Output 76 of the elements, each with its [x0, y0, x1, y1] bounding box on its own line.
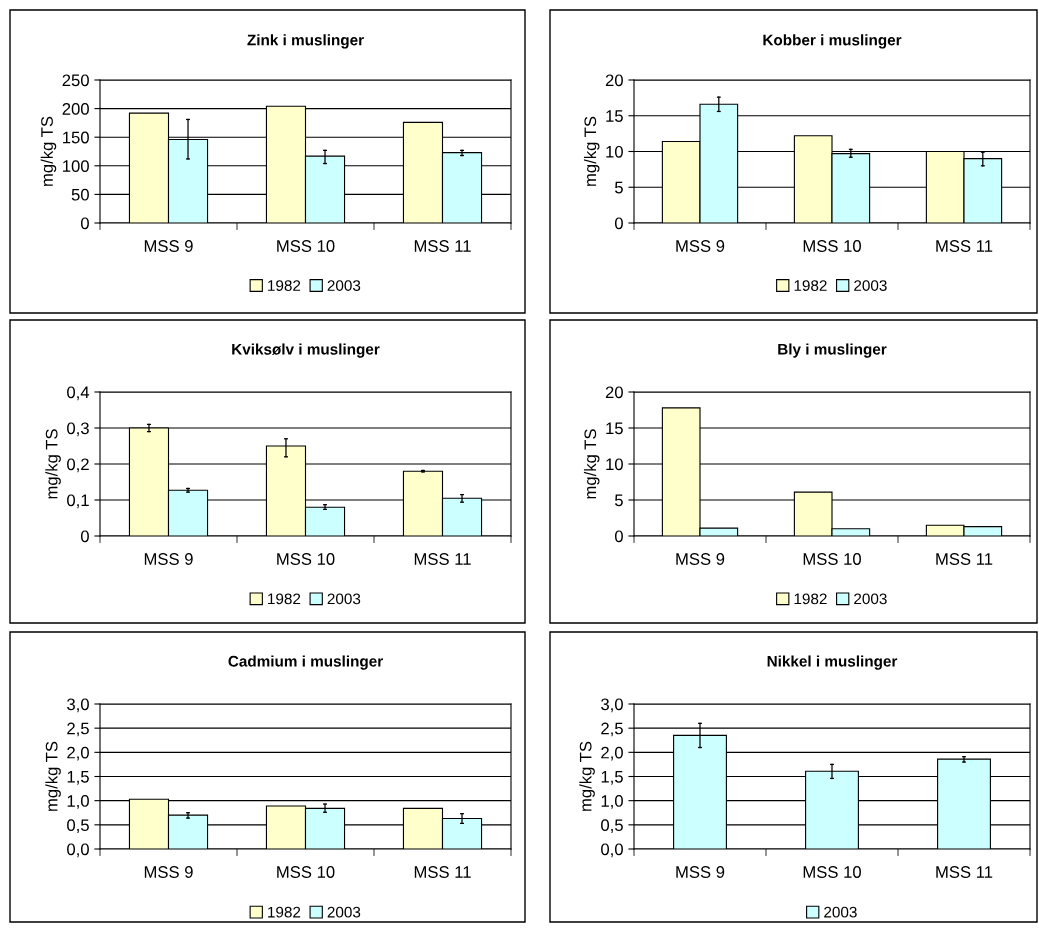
x-tick-label: MSS 11: [414, 553, 471, 565]
y-tick-label: 1,5: [67, 771, 89, 785]
x-tick-label: MSS 10: [277, 553, 335, 565]
y-tick-label: 50: [71, 188, 89, 201]
chart-title: Bly i muslinger: [778, 343, 887, 358]
y-tick-label: 100: [63, 160, 89, 172]
legend-label: 2003: [327, 906, 361, 918]
y-tick-label: 1,0: [67, 795, 89, 809]
x-tick-label: MSS 10: [803, 240, 861, 252]
y-tick-label: 0,2: [67, 458, 89, 473]
x-tick-label: MSS 10: [277, 866, 335, 878]
legend-label: 1982: [268, 280, 301, 291]
x-tick-label: MSS 11: [414, 866, 471, 878]
y-axis-title: mg/kg TS: [579, 741, 595, 811]
y-tick-label: 0,5: [601, 819, 623, 834]
y-tick-label: 0,3: [67, 422, 89, 437]
x-tick-label: MSS 9: [144, 866, 193, 878]
x-tick-label: MSS 9: [144, 553, 193, 565]
chart-title: Zink i muslinger: [247, 34, 364, 49]
x-tick-label: MSS 10: [277, 240, 335, 252]
y-tick-label: 2,0: [601, 746, 623, 761]
y-tick-label: 15: [606, 110, 623, 122]
y-axis-title: mg/kg TS: [45, 429, 61, 499]
y-axis-title: mg/kg TS: [40, 116, 57, 186]
chart-title: Cadmium i muslinger: [228, 655, 383, 670]
y-tick-label: 200: [62, 103, 89, 115]
y-tick-label: 0: [614, 530, 623, 543]
y-tick-label: 0: [80, 530, 89, 543]
y-tick-label: 5: [614, 494, 623, 507]
y-tick-label: 1,0: [601, 795, 623, 809]
legend-label: 1982: [794, 593, 827, 605]
legend-label: 2003: [327, 593, 361, 605]
x-tick-label: MSS 11: [936, 866, 993, 878]
y-tick-label: 1,5: [601, 771, 623, 785]
x-tick-label: MSS 10: [803, 866, 861, 878]
y-tick-label: 0,4: [67, 386, 90, 401]
y-tick-label: 3,0: [601, 698, 623, 713]
legend-label: 1982: [268, 906, 301, 918]
y-tick-label: 10: [606, 145, 623, 158]
x-tick-label: MSS 9: [676, 240, 725, 252]
y-tick-label: 0: [80, 217, 89, 230]
y-axis-title: mg/kg TS: [583, 116, 600, 186]
x-tick-label: MSS 11: [936, 553, 993, 565]
x-tick-label: MSS 11: [414, 240, 471, 252]
y-tick-label: 0,0: [67, 843, 89, 858]
x-tick-label: MSS 9: [676, 866, 725, 878]
y-tick-label: 0,1: [67, 494, 89, 509]
y-tick-label: 20: [605, 74, 623, 87]
x-tick-label: MSS 10: [803, 553, 861, 565]
y-tick-label: 5: [614, 181, 623, 194]
y-tick-label: 0,0: [601, 843, 623, 858]
y-axis-title: mg/kg TS: [583, 429, 600, 499]
chart-title: Nikkel i muslinger: [767, 655, 898, 670]
x-tick-label: MSS 9: [676, 553, 725, 565]
x-tick-label: MSS 9: [144, 240, 193, 252]
y-tick-label: 3,0: [67, 698, 89, 713]
y-tick-label: 250: [62, 74, 89, 87]
y-tick-label: 2,5: [601, 722, 623, 737]
legend-label: 2003: [854, 593, 887, 605]
chart-title: Kviksølv i muslinger: [232, 343, 380, 358]
legend-label: 2003: [824, 906, 857, 918]
y-tick-label: 10: [606, 458, 623, 471]
legend-label: 2003: [327, 280, 361, 291]
y-tick-label: 15: [606, 422, 623, 435]
y-tick-label: 2,5: [67, 722, 89, 737]
y-tick-label: 0: [614, 217, 623, 230]
chart-title: Kobber i muslinger: [763, 34, 902, 49]
x-tick-label: MSS 11: [936, 240, 993, 252]
legend-label: 2003: [854, 280, 887, 291]
legend-label: 1982: [794, 280, 827, 291]
y-tick-label: 0,5: [67, 819, 89, 834]
y-tick-label: 150: [63, 131, 89, 144]
legend-label: 1982: [268, 593, 301, 605]
y-tick-label: 2,0: [67, 746, 89, 761]
y-axis-title: mg/kg TS: [45, 741, 61, 811]
y-tick-label: 20: [605, 386, 623, 399]
